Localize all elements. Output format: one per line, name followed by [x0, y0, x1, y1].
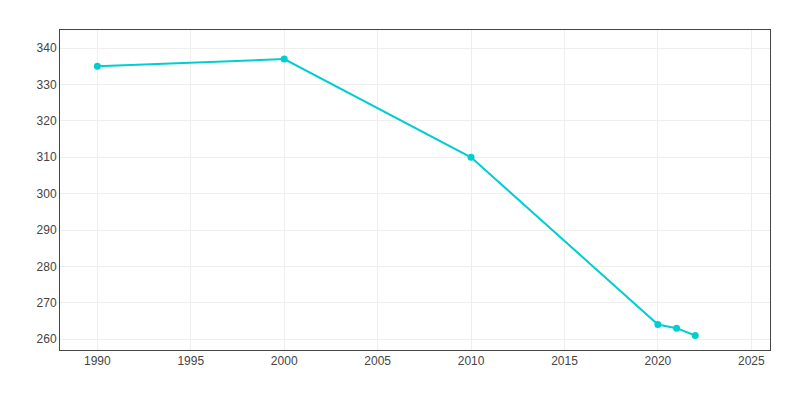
svg-text:320: 320: [37, 114, 57, 128]
svg-text:2015: 2015: [551, 354, 578, 368]
svg-text:1995: 1995: [177, 354, 204, 368]
svg-text:260: 260: [37, 332, 57, 346]
svg-text:2020: 2020: [645, 354, 672, 368]
svg-text:2000: 2000: [271, 354, 298, 368]
svg-text:1990: 1990: [84, 354, 111, 368]
svg-text:330: 330: [37, 78, 57, 92]
svg-text:300: 300: [37, 187, 57, 201]
svg-text:2025: 2025: [738, 354, 765, 368]
svg-text:2010: 2010: [458, 354, 485, 368]
svg-text:270: 270: [37, 296, 57, 310]
svg-text:290: 290: [37, 223, 57, 237]
svg-text:310: 310: [37, 150, 57, 164]
svg-text:2005: 2005: [364, 354, 391, 368]
svg-text:340: 340: [37, 41, 57, 55]
svg-text:280: 280: [37, 260, 57, 274]
